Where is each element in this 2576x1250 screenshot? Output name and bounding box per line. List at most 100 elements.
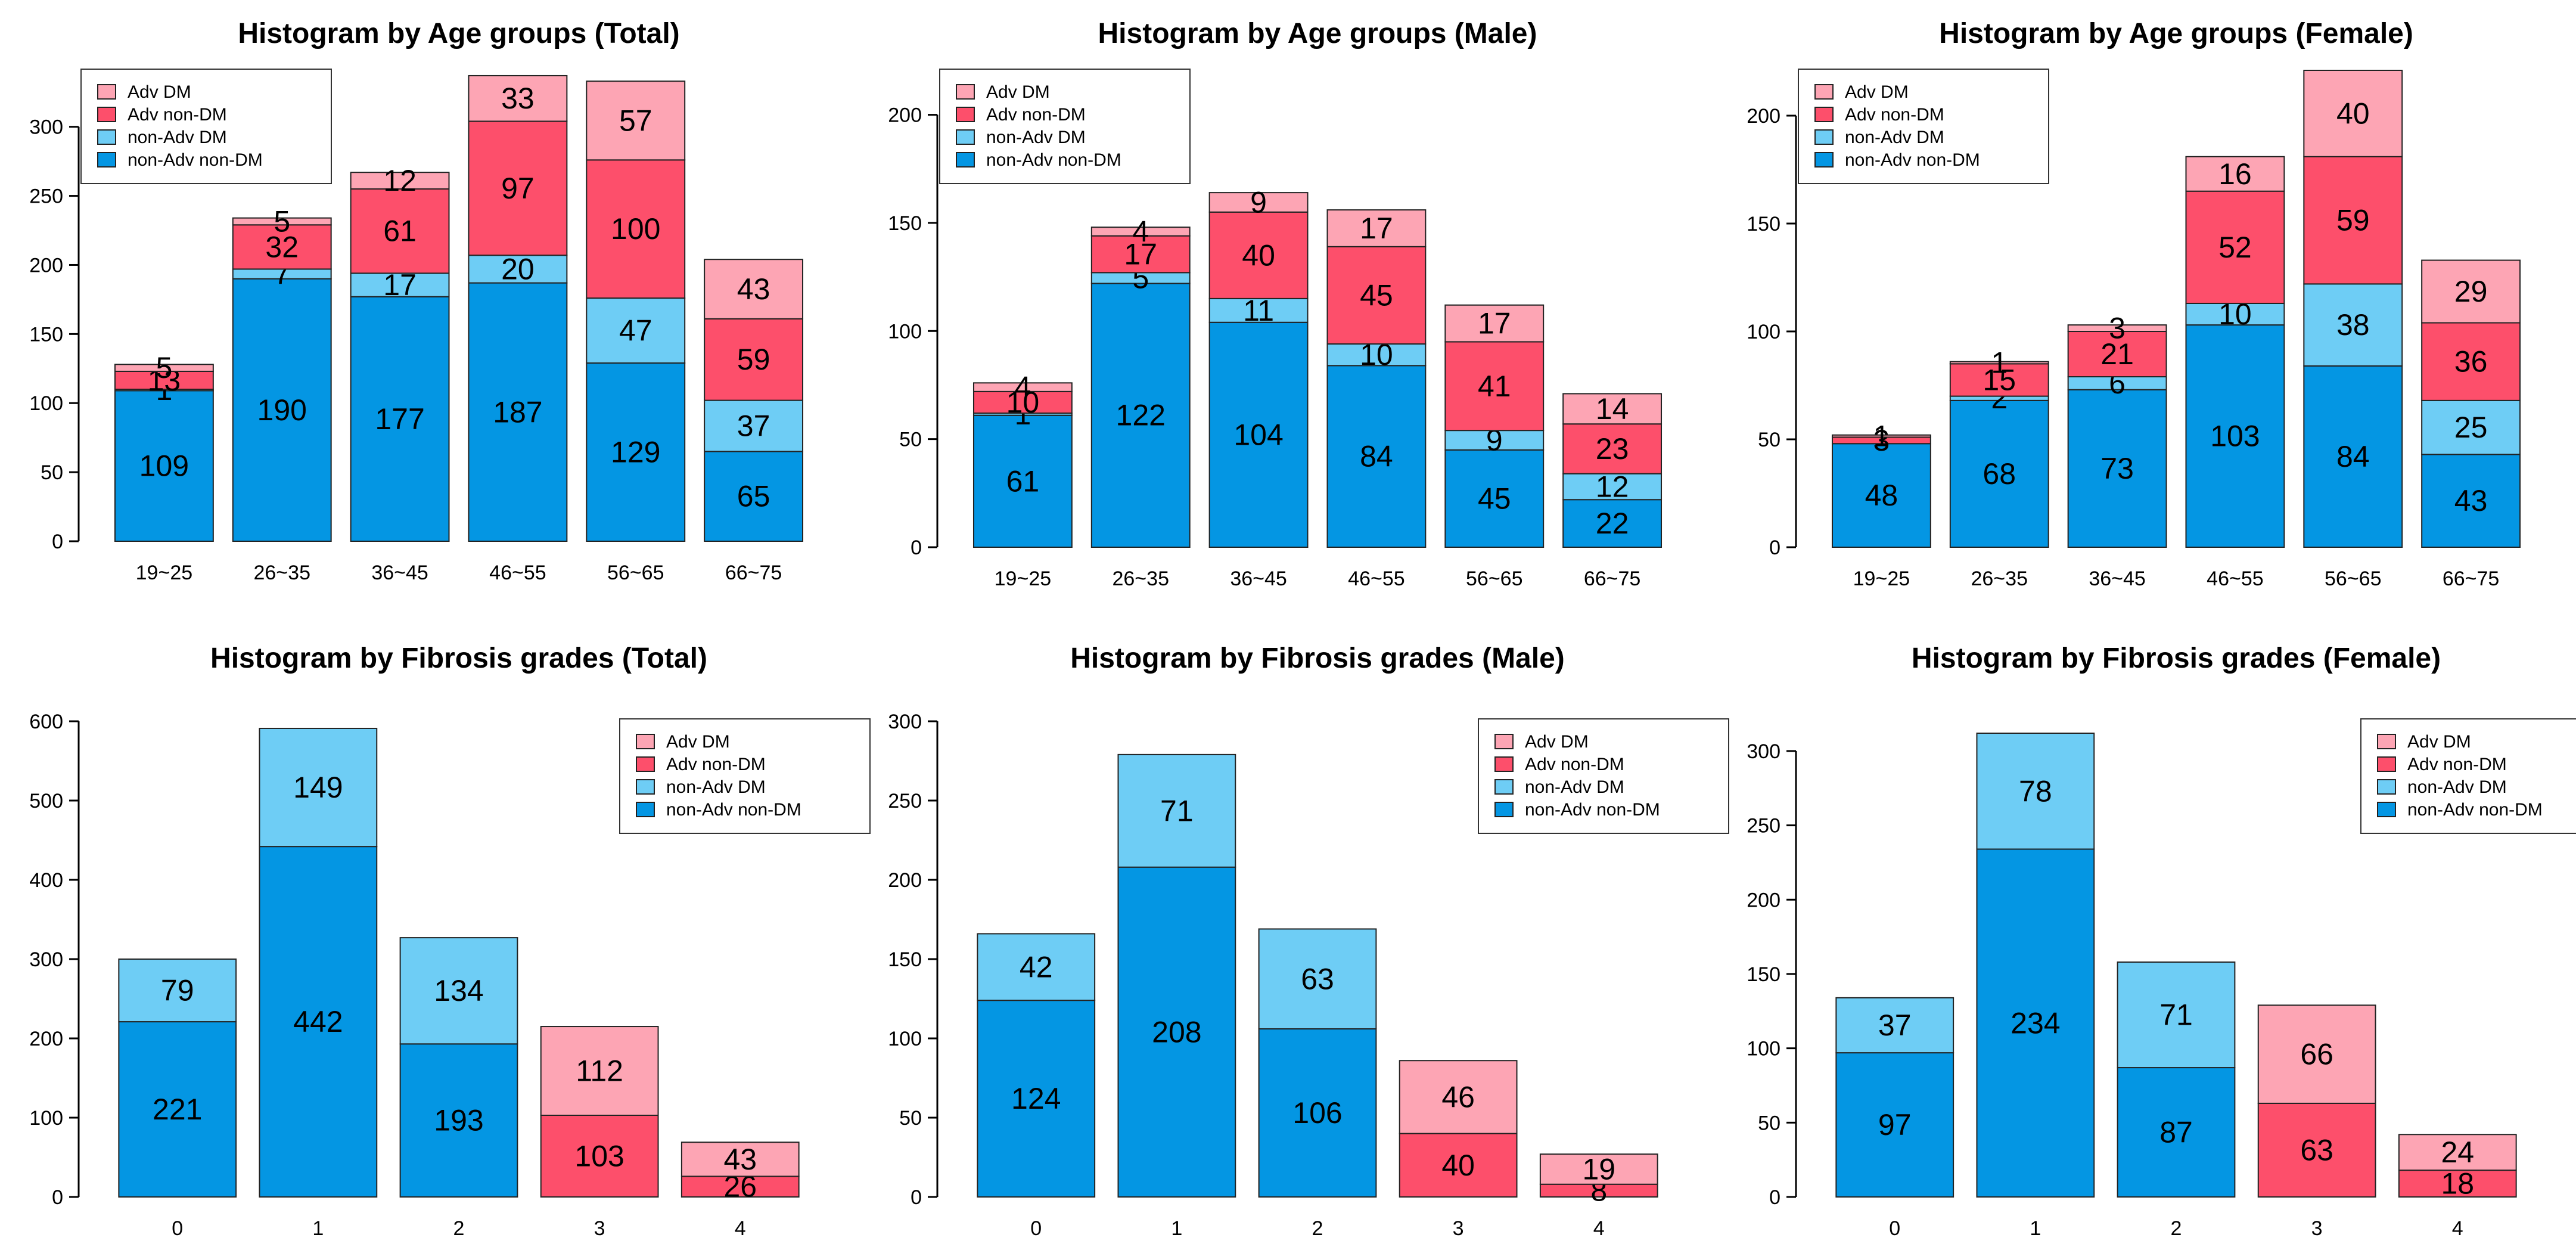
- legend-swatch: [2377, 734, 2396, 749]
- legend-box: [1798, 69, 2049, 184]
- x-tick-label: 66~75: [1584, 567, 1641, 590]
- y-tick-label: 50: [899, 1107, 922, 1130]
- bar-segment: [1831, 443, 1931, 548]
- legend-label: non-Adv DM: [2407, 777, 2507, 797]
- bar-value-label: 208: [1152, 1015, 1201, 1049]
- bar-segment: [1562, 473, 1663, 501]
- chart-title: Histogram by Age groups (Total): [238, 18, 679, 49]
- bar-segment: [114, 390, 214, 542]
- x-tick-label: 56~65: [2325, 567, 2382, 590]
- legend-label: Adv non-DM: [1525, 755, 1624, 774]
- bar-value-label: 442: [293, 1005, 343, 1038]
- bar-segment: [232, 217, 332, 226]
- bar-value-label: 103: [574, 1140, 624, 1173]
- bar-segment: [2257, 1004, 2376, 1104]
- bar-segment: [1835, 1052, 1954, 1198]
- legend-label: non-Adv non-DM: [986, 150, 1121, 170]
- legend-label: Adv DM: [1525, 732, 1589, 752]
- bar-value-label: 177: [375, 402, 424, 436]
- bar-value-label: 5: [156, 351, 172, 384]
- bar-segment: [586, 362, 686, 542]
- legend-swatch: [97, 152, 116, 168]
- x-tick-label: 0: [1030, 1217, 1042, 1240]
- bar-value-label: 1: [1991, 346, 2008, 379]
- bar-value-label: 234: [2011, 1006, 2060, 1040]
- legend-box: [2360, 718, 2576, 834]
- bar-value-label: 61: [383, 215, 417, 248]
- bar-value-label: 78: [2019, 774, 2052, 808]
- bar-value-label: 24: [2441, 1136, 2474, 1169]
- y-tick-label: 200: [29, 1028, 63, 1050]
- bar-segment: [704, 318, 804, 401]
- legend-label: non-Adv non-DM: [666, 800, 801, 820]
- bar-segment: [2421, 399, 2521, 455]
- bar-value-label: 12: [1596, 470, 1629, 503]
- bar-value-label: 4: [1014, 371, 1031, 404]
- legend-swatch: [1814, 152, 1834, 168]
- bar-value-label: 33: [501, 82, 535, 115]
- legend-label: Adv non-DM: [986, 105, 1086, 125]
- y-tick-label: 100: [1747, 1038, 1780, 1060]
- chart-title: Histogram by Age groups (Female): [1939, 18, 2413, 49]
- y-tick-label: 150: [1747, 963, 1780, 986]
- legend-label: Adv non-DM: [666, 755, 766, 774]
- bar-value-label: 5: [274, 204, 290, 238]
- y-tick-label: 500: [29, 790, 63, 812]
- chart-fibrosis-male-svg: Histogram by Fibrosis grades (Male)05010…: [888, 643, 1729, 1240]
- bar-value-label: 41: [1478, 370, 1511, 403]
- bar-segment: [704, 399, 804, 452]
- legend: Adv DM Adv non-DM non-Adv DM non-Adv non-DM: [80, 69, 332, 184]
- bar-value-label: 43: [2454, 484, 2488, 517]
- bar-value-label: 100: [611, 212, 660, 246]
- bar-segment: [2117, 961, 2236, 1069]
- y-tick-label: 0: [911, 536, 922, 559]
- y-tick-label: 0: [52, 1186, 63, 1209]
- bar-value-label: 221: [153, 1093, 202, 1126]
- x-tick-label: 26~35: [1971, 567, 2028, 590]
- legend-swatch: [956, 84, 975, 100]
- bar-segment: [1539, 1153, 1658, 1185]
- bar-value-label: 48: [1865, 479, 1898, 512]
- x-tick-label: 2: [2171, 1217, 2182, 1240]
- y-tick-label: 100: [888, 1028, 922, 1050]
- bar-segment: [1090, 227, 1191, 237]
- bar-value-label: 3: [2109, 312, 2126, 345]
- x-tick-label: 36~45: [371, 562, 428, 584]
- bar-value-label: 68: [1983, 457, 2016, 491]
- y-tick-label: 150: [888, 948, 922, 971]
- legend-label: non-Adv DM: [666, 777, 766, 797]
- bar-segment: [540, 1115, 659, 1198]
- legend-swatch: [97, 107, 116, 122]
- bar-segment: [2398, 1134, 2517, 1171]
- chart-fibrosis-female: Histogram by Fibrosis grades (Female) 0 50…: [1717, 625, 2576, 1249]
- bar-segment: [704, 259, 804, 320]
- legend-label: non-Adv non-DM: [128, 150, 263, 170]
- bar-segment: [586, 80, 686, 161]
- bar-segment: [468, 75, 568, 122]
- y-tick-label: 300: [29, 116, 63, 139]
- bar-value-label: 57: [619, 104, 652, 137]
- chart-age-total: Histogram by Age groups (Total) 0 50 100 150…: [0, 0, 859, 625]
- legend-swatch: [1814, 107, 1834, 122]
- bar-segment: [1090, 283, 1191, 548]
- bar-value-label: 47: [619, 314, 652, 348]
- bar-segment: [399, 1043, 518, 1198]
- y-tick-label: 200: [888, 869, 922, 892]
- bar-value-label: 43: [723, 1143, 757, 1176]
- bar-segment: [232, 224, 332, 270]
- y-tick-label: 400: [29, 869, 63, 892]
- y-tick-label: 200: [1747, 889, 1780, 911]
- legend-swatch: [636, 779, 655, 795]
- legend-label: non-Adv DM: [986, 128, 1086, 147]
- bar-value-label: 103: [2210, 420, 2260, 453]
- legend-box: [939, 69, 1191, 184]
- bar-segment: [1562, 499, 1663, 548]
- bar-segment: [1949, 399, 2049, 548]
- legend-label: Adv DM: [2407, 732, 2471, 752]
- bar-segment: [468, 282, 568, 542]
- bar-value-label: 112: [576, 1054, 623, 1088]
- bar-segment: [1444, 341, 1545, 432]
- bar-value-label: 124: [1011, 1082, 1061, 1115]
- bar-segment: [2257, 1102, 2376, 1198]
- legend-swatch: [1494, 756, 1514, 772]
